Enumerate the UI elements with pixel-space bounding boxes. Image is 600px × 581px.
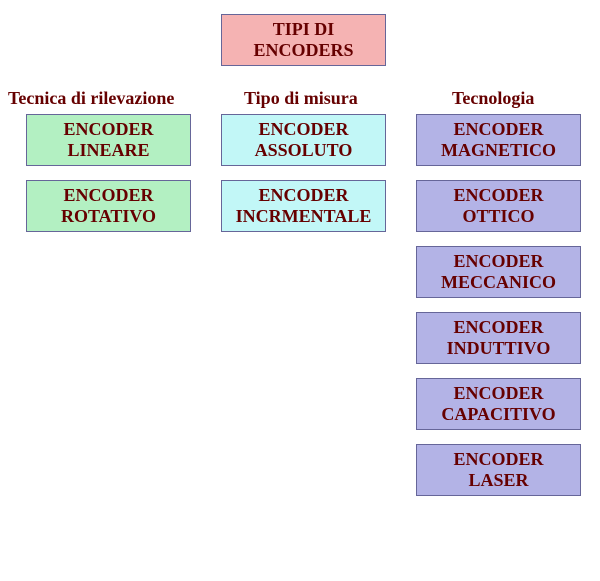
node-line2: OTTICO bbox=[462, 206, 534, 227]
encoder-node: ENCODERLINEARE bbox=[26, 114, 191, 166]
node-line2: LINEARE bbox=[67, 140, 149, 161]
column-heading-0: Tecnica di rilevazione bbox=[8, 88, 174, 109]
node-line2: INCRMENTALE bbox=[236, 206, 372, 227]
node-line2: ROTATIVO bbox=[61, 206, 156, 227]
node-line1: ENCODER bbox=[453, 449, 543, 470]
root-line1: TIPI DI bbox=[273, 19, 335, 40]
root-node: TIPI DI ENCODERS bbox=[221, 14, 386, 66]
node-line2: ASSOLUTO bbox=[255, 140, 353, 161]
encoder-node: ENCODERROTATIVO bbox=[26, 180, 191, 232]
node-line2: MECCANICO bbox=[441, 272, 556, 293]
root-line2: ENCODERS bbox=[253, 40, 353, 61]
node-line1: ENCODER bbox=[258, 119, 348, 140]
encoder-node: ENCODERINDUTTIVO bbox=[416, 312, 581, 364]
node-line2: LASER bbox=[468, 470, 528, 491]
encoder-node: ENCODERCAPACITIVO bbox=[416, 378, 581, 430]
node-line1: ENCODER bbox=[63, 185, 153, 206]
node-line1: ENCODER bbox=[453, 383, 543, 404]
node-line2: INDUTTIVO bbox=[447, 338, 551, 359]
node-line2: CAPACITIVO bbox=[441, 404, 555, 425]
encoder-node: ENCODERINCRMENTALE bbox=[221, 180, 386, 232]
encoder-node: ENCODERLASER bbox=[416, 444, 581, 496]
node-line1: ENCODER bbox=[63, 119, 153, 140]
encoder-node: ENCODERMAGNETICO bbox=[416, 114, 581, 166]
encoder-node: ENCODERMECCANICO bbox=[416, 246, 581, 298]
encoder-node: ENCODEROTTICO bbox=[416, 180, 581, 232]
column-heading-2: Tecnologia bbox=[452, 88, 534, 109]
encoder-node: ENCODERASSOLUTO bbox=[221, 114, 386, 166]
node-line1: ENCODER bbox=[453, 317, 543, 338]
node-line1: ENCODER bbox=[453, 251, 543, 272]
node-line1: ENCODER bbox=[453, 119, 543, 140]
node-line1: ENCODER bbox=[453, 185, 543, 206]
node-line1: ENCODER bbox=[258, 185, 348, 206]
column-heading-1: Tipo di misura bbox=[244, 88, 358, 109]
node-line2: MAGNETICO bbox=[441, 140, 556, 161]
